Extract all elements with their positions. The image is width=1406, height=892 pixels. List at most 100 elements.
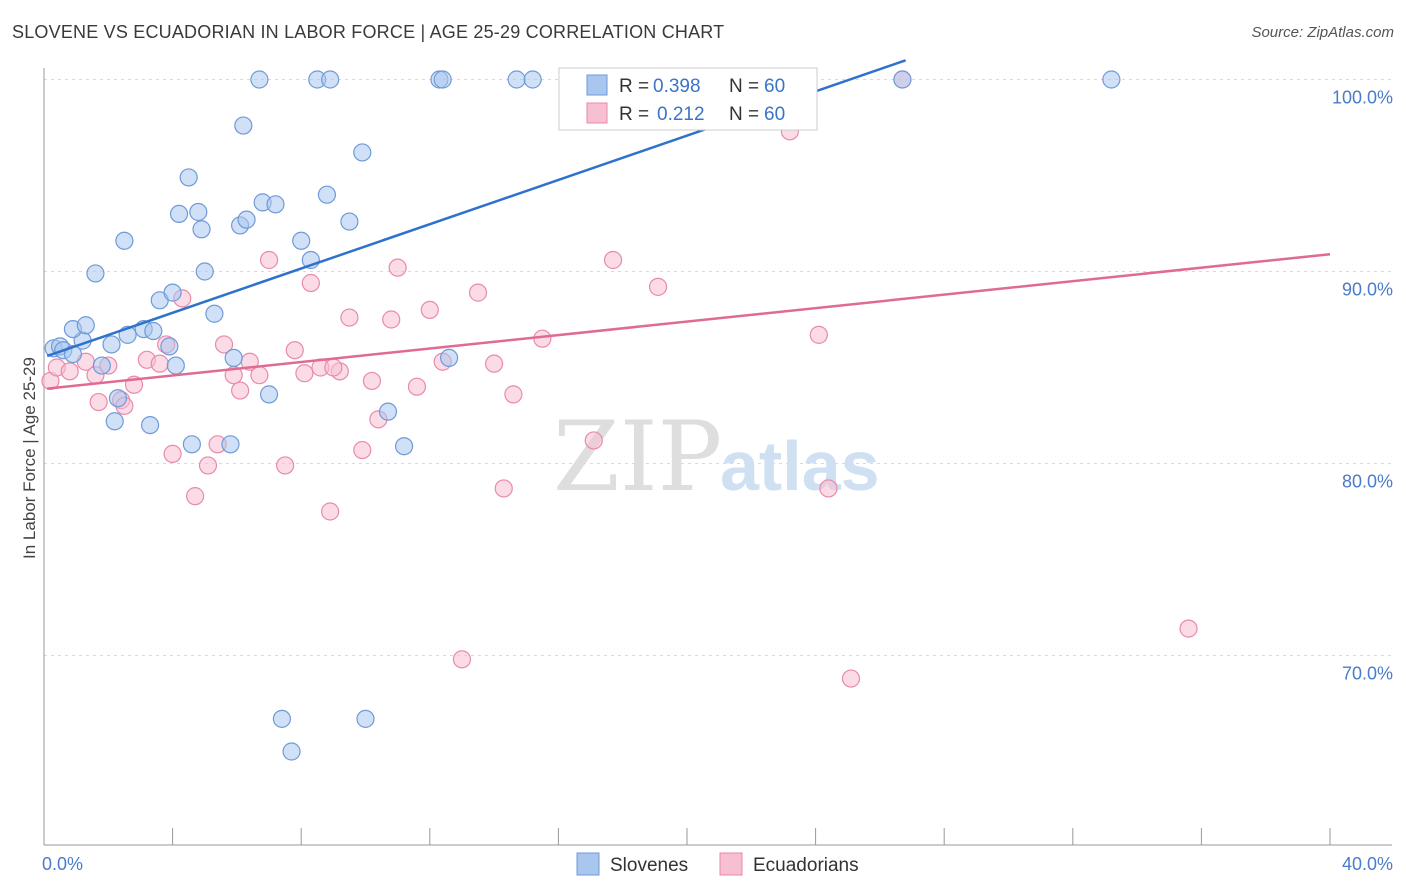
ecuadorians-point-29 <box>321 502 340 521</box>
y-tick-label-1: 90.0% <box>1342 280 1393 300</box>
ecuadorians-point-37 <box>407 377 427 396</box>
ecuadorians-point-38 <box>420 300 439 319</box>
ecuadorians-point-18 <box>214 335 234 354</box>
ecuadorians-point-33 <box>362 371 382 391</box>
ecuadorians-point-45 <box>533 329 552 348</box>
y-tick-labels: 100.0% 90.0% 80.0% 70.0% <box>1332 88 1393 684</box>
slovenes-point-39 <box>317 185 337 204</box>
y-tick-label-3: 70.0% <box>1342 664 1393 684</box>
ecuadorians-point-5 <box>89 392 108 412</box>
slovenes-point-34 <box>259 385 279 404</box>
series-legend-label-slovenes: Slovenes <box>610 855 688 876</box>
ecuadorians-point-59 <box>324 358 343 377</box>
ecuadorians-point-44 <box>504 385 523 404</box>
legend-n-label-ecuadorians: N = <box>729 104 759 125</box>
ecuadorians-trend-line <box>47 252 1331 390</box>
slovenes-point-56 <box>893 70 912 89</box>
slovenes-point-40 <box>340 212 359 231</box>
slovenes-point-41 <box>353 143 372 162</box>
legend-n-value-slovenes: 60 <box>764 76 785 97</box>
ecuadorians-point-35 <box>382 310 401 329</box>
ecuadorians-point-15 <box>186 487 205 506</box>
series-legend-label-ecuadorians: Ecuadorians <box>753 855 859 876</box>
slovenes-point-9 <box>108 389 128 408</box>
slovenes-point-23 <box>189 202 208 222</box>
slovenes-point-43 <box>394 437 414 456</box>
ecuadorians-points <box>41 70 1198 688</box>
ecuadorians-point-25 <box>285 341 304 360</box>
axes <box>43 68 1392 846</box>
slovenes-point-24 <box>192 220 211 239</box>
ecuadorians-point-40 <box>452 650 472 669</box>
slovenes-point-59 <box>182 435 201 454</box>
slovenes-point-51 <box>272 709 292 728</box>
legend-r-value-ecuadorians: 0.212 <box>657 104 705 125</box>
slovenes-point-52 <box>356 709 375 728</box>
ecuadorians-point-32 <box>353 440 372 460</box>
slovenes-point-6 <box>76 316 95 335</box>
slovenes-point-25 <box>195 262 214 281</box>
slovenes-point-16 <box>166 356 185 375</box>
slovenes-point-11 <box>140 416 160 435</box>
slovenes-point-48 <box>523 70 542 89</box>
y-axis-label: In Labor Force | Age 25-29 <box>20 357 39 559</box>
legend-n-label-slovenes: N = <box>729 76 759 97</box>
slovenes-point-20 <box>115 231 134 250</box>
slovenes-point-27 <box>224 348 243 367</box>
ecuadorians-point-31 <box>340 308 359 327</box>
ecuadorians-point-24 <box>276 456 295 475</box>
ecuadorians-point-26 <box>295 364 314 383</box>
stats-legend: R = 0.398 N = 60 R = 0.212 N = 60 <box>558 67 818 131</box>
chart-title: SLOVENE VS ECUADORIAN IN LABOR FORCE | A… <box>12 22 725 42</box>
ecuadorians-point-41 <box>468 283 488 302</box>
series-legend: Slovenes Ecuadorians <box>576 852 859 876</box>
legend-n-value-ecuadorians: 60 <box>764 104 785 125</box>
slovenes-point-30 <box>234 116 253 135</box>
slovenes-point-26 <box>205 304 224 323</box>
ecuadorians-point-27 <box>301 273 320 293</box>
slovenes-point-38 <box>321 70 340 89</box>
legend-swatch-ecuadorians <box>586 102 608 124</box>
ecuadorians-point-56 <box>1179 619 1198 638</box>
ecuadorians-point-2 <box>60 362 79 381</box>
ecuadorians-point-46 <box>584 431 603 450</box>
slovenes-point-47 <box>507 70 526 89</box>
slovenes-point-42 <box>378 402 398 421</box>
slovenes-point-21 <box>169 204 189 223</box>
ecuadorians-point-11 <box>150 354 169 373</box>
ecuadorians-point-43 <box>494 479 513 498</box>
series-legend-swatch-slovenes <box>576 852 600 876</box>
slovenes-point-49 <box>221 435 240 454</box>
legend-r-label-ecuadorians: R = <box>619 104 649 125</box>
watermark-zip: ZIP <box>553 401 722 513</box>
slovenes-point-29 <box>237 210 256 229</box>
ecuadorians-point-16 <box>198 456 218 475</box>
ecuadorians-point-54 <box>841 669 861 688</box>
ecuadorians-point-23 <box>259 250 279 270</box>
slovenes-point-57 <box>1102 70 1121 89</box>
ecuadorians-point-36 <box>388 258 407 277</box>
ecuadorians-point-22 <box>250 366 269 385</box>
ecuadorians-point-20 <box>231 381 250 400</box>
legend-swatch-slovenes <box>586 74 608 96</box>
watermark-atlas: atlas <box>720 427 880 505</box>
y-tick-label-2: 80.0% <box>1342 472 1393 492</box>
x-tick-labels: 0.0% 40.0% <box>42 854 1393 874</box>
slovenes-point-33 <box>266 195 285 214</box>
slovenes-point-15 <box>160 337 179 356</box>
slovenes-point-22 <box>179 168 198 187</box>
slovenes-point-31 <box>250 70 269 89</box>
slovenes-point-10 <box>105 412 124 431</box>
ecuadorians-point-14 <box>163 444 182 463</box>
ecuadorians-point-42 <box>485 354 504 373</box>
y-tick-label-0: 100.0% <box>1332 88 1393 108</box>
slovenes-point-14 <box>144 321 163 341</box>
ecuadorians-point-53 <box>819 479 838 498</box>
slovenes-point-7 <box>102 335 121 354</box>
slovenes-point-19 <box>86 264 105 283</box>
source-credit: Source: ZipAtlas.com <box>1251 24 1394 41</box>
x-tick-label-0: 0.0% <box>42 854 83 874</box>
x-ticks <box>43 828 1331 845</box>
slovenes-point-35 <box>292 231 311 250</box>
